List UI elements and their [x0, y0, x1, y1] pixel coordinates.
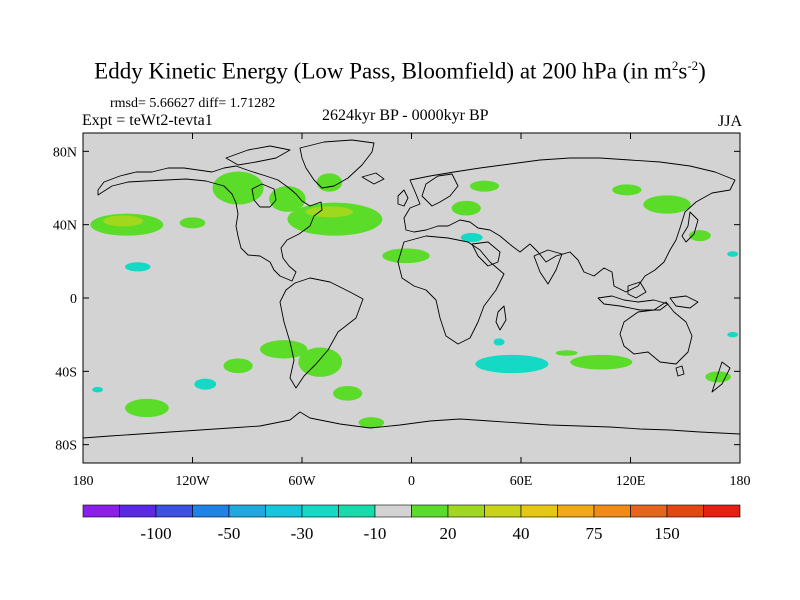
colorbar-swatch [82, 504, 120, 518]
colorbar-swatch [557, 504, 595, 518]
colorbar-label: -100 [140, 524, 171, 543]
anomaly-patch [570, 354, 633, 370]
y-tick-label: 80S [55, 439, 77, 454]
coast-scandinavia [421, 173, 459, 207]
anomaly-patch [555, 350, 578, 356]
colorbar-swatch [411, 504, 449, 518]
colorbar: -100 -50 -30 -10 20 40 75 150 [82, 504, 741, 543]
y-tick-label: 80N [53, 145, 77, 160]
colorbar-label: -50 [218, 524, 241, 543]
anomaly-patch [475, 354, 549, 374]
coast-iceland [361, 172, 385, 185]
x-tick-label: 0 [408, 474, 415, 489]
plot-title: Eddy Kinetic Energy (Low Pass, Bloomfiel… [94, 58, 706, 84]
colorbar-swatch [630, 504, 668, 518]
anomaly-patch [333, 386, 363, 401]
coast-africa [397, 235, 505, 345]
season-label: JJA [717, 113, 742, 130]
coast-north-america [97, 165, 323, 282]
colorbar-swatch [447, 504, 485, 518]
x-tick-label: 180 [730, 474, 751, 489]
coast-india [533, 249, 563, 285]
colorbar-swatch [374, 504, 412, 518]
coast-japan [681, 211, 699, 243]
anomaly-patch [124, 262, 151, 272]
colorbar-swatch [301, 504, 339, 518]
x-tick-label: 120W [175, 474, 210, 489]
x-tick-label: 120E [616, 474, 646, 489]
axis-ticks: 180 120W 60W 0 60E 120E 180 80N 40N 0 40S 80S [53, 133, 751, 489]
colorbar-swatch [265, 504, 303, 518]
anomaly-patch [451, 200, 481, 216]
anomaly-patch [612, 184, 642, 196]
colorbar-swatch [520, 504, 558, 518]
colorbar-swatch [484, 504, 522, 518]
colorbar-swatch [593, 504, 631, 518]
coast-british-isles [397, 189, 409, 207]
anomaly-patch [305, 206, 354, 218]
anomaly-patch [460, 232, 483, 243]
coast-hudson-bay [251, 183, 277, 208]
colorbar-label: 75 [586, 524, 603, 543]
colorbar-label: 20 [440, 524, 457, 543]
period-label: 2624kyr BP - 0000kyr BP [322, 107, 489, 124]
colorbar-swatch [228, 504, 266, 518]
coast-madagascar [495, 305, 507, 331]
colorbar-swatch [192, 504, 230, 518]
coast-australia [619, 301, 693, 365]
colorbar-swatch [155, 504, 193, 518]
colorbar-swatch [666, 504, 704, 518]
anomaly-patch [316, 173, 343, 192]
x-tick-label: 60E [510, 474, 533, 489]
anomaly-patch [727, 331, 739, 338]
anomaly-patch [727, 251, 739, 257]
anomaly-patch [493, 338, 505, 346]
colorbar-swatch [338, 504, 376, 518]
anomaly-patch [469, 180, 500, 192]
anomaly-patch [358, 417, 385, 429]
y-tick-label: 40N [53, 219, 77, 234]
anomaly-patch [124, 398, 169, 418]
anomaly-patch [179, 217, 206, 229]
anomaly-patch [382, 248, 430, 264]
stats-label: rmsd= 5.66627 diff= 1.71282 [110, 96, 276, 111]
anomaly-patch [269, 186, 306, 212]
y-tick-label: 0 [70, 292, 77, 307]
coast-antarctica [83, 411, 740, 439]
x-tick-label: 60W [288, 474, 316, 489]
colorbar-label: 40 [513, 524, 530, 543]
coast-arabia [471, 241, 501, 267]
anomaly-patch [103, 215, 144, 227]
coastlines [83, 139, 740, 439]
anomaly-patch [223, 358, 253, 374]
coast-south-america [279, 277, 364, 389]
anomaly-patch [643, 195, 691, 214]
colorbar-swatch [703, 504, 741, 518]
colorbar-swatch [119, 504, 157, 518]
anomaly-patch [298, 347, 343, 377]
coast-borneo [627, 281, 647, 299]
x-tick-label: 180 [73, 474, 94, 489]
anomaly-patch [212, 171, 264, 205]
y-tick-label: 40S [55, 365, 77, 380]
anomaly-patch [260, 340, 308, 359]
coast-arctic-islands [225, 145, 291, 166]
colorbar-label: -30 [291, 524, 314, 543]
coast-new-zealand [711, 361, 731, 393]
anomaly-patch [194, 378, 217, 390]
coast-greenland [299, 139, 375, 189]
experiment-label: Expt = teWt2-tevta1 [82, 112, 213, 129]
colorbar-label: -10 [364, 524, 387, 543]
colorbar-label: 150 [654, 524, 680, 543]
anomaly-layer [90, 171, 739, 429]
anomaly-patch [92, 386, 104, 393]
coast-tasmania [675, 365, 685, 377]
coast-eurasia [403, 157, 736, 293]
coast-new-guinea [669, 295, 699, 309]
